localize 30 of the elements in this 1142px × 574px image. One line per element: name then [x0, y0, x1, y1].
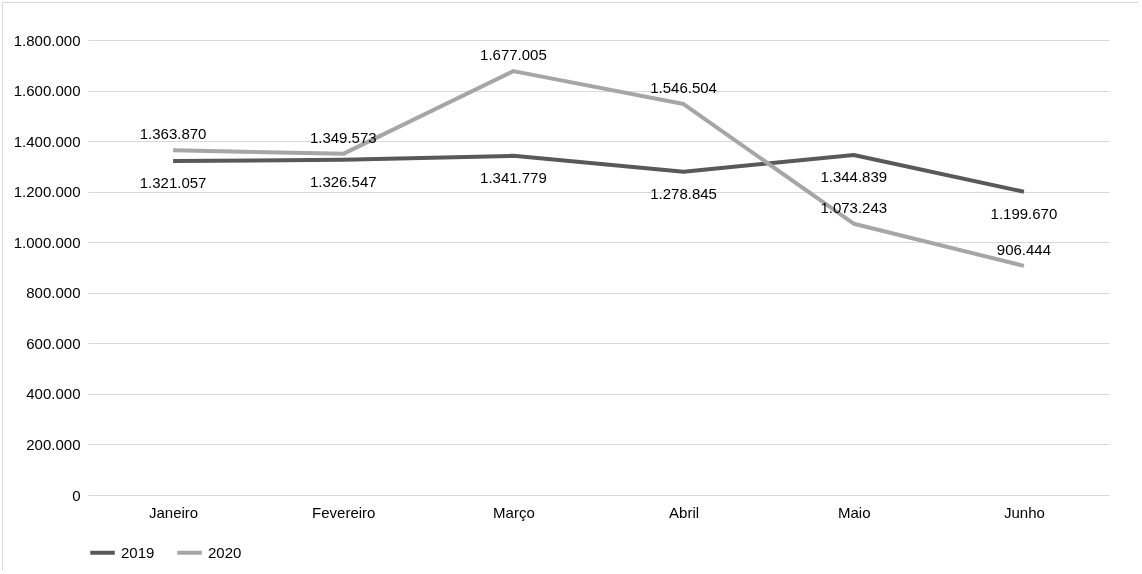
- y-tick-label: 1.800.000: [13, 31, 81, 49]
- y-tick-label: 800.000: [26, 284, 81, 302]
- data-label: 1.349.573: [309, 128, 377, 146]
- x-tick-label: Maio: [837, 503, 871, 521]
- data-label: 1.326.547: [309, 172, 377, 190]
- y-tick-label: 0: [72, 486, 81, 504]
- legend-label: 2019: [121, 543, 155, 561]
- y-tick-label: 600.000: [26, 334, 81, 352]
- x-tick-label: Abril: [669, 503, 700, 521]
- legend-label: 2020: [208, 543, 242, 561]
- data-label: 1.321.057: [139, 174, 207, 192]
- data-label: 1.363.870: [139, 125, 207, 143]
- x-tick-label: Janeiro: [148, 503, 199, 521]
- data-label: 1.278.845: [650, 184, 717, 202]
- data-label: 1.073.243: [820, 198, 888, 216]
- y-tick-label: 200.000: [26, 435, 81, 453]
- y-tick-label: 1.000.000: [13, 233, 81, 251]
- x-tick-label: Junho: [1003, 503, 1045, 521]
- y-tick-label: 400.000: [26, 385, 81, 403]
- data-label: 1.677.005: [480, 46, 547, 64]
- x-tick-label: Fevereiro: [312, 503, 376, 521]
- data-label: 1.341.779: [480, 168, 547, 186]
- y-tick-label: 1.600.000: [13, 82, 81, 100]
- y-tick-label: 1.400.000: [13, 132, 81, 150]
- data-label: 1.546.504: [650, 79, 717, 97]
- x-tick-label: Março: [493, 503, 535, 521]
- data-label: 1.199.670: [990, 204, 1058, 222]
- data-label: 1.344.839: [820, 168, 888, 186]
- y-tick-label: 1.200.000: [13, 183, 81, 201]
- data-label: 906.444: [996, 240, 1052, 258]
